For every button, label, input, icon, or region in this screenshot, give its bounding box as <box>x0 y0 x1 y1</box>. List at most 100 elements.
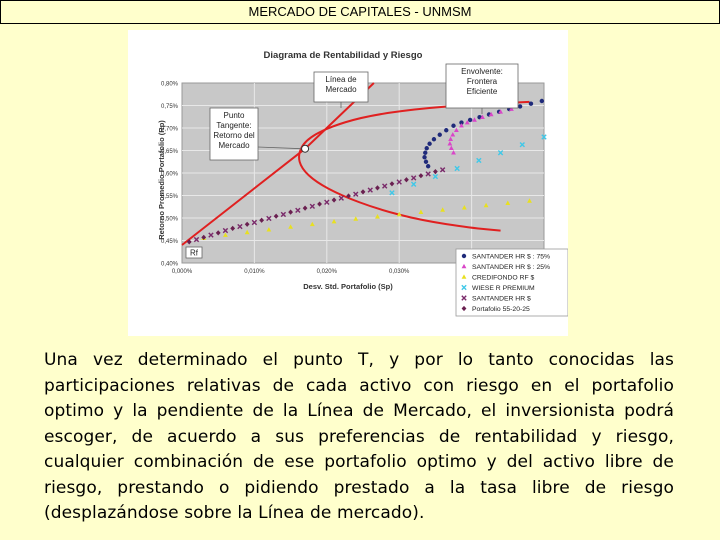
data-point-series-1 <box>453 127 459 133</box>
data-point-series-0 <box>425 164 431 169</box>
y-axis-label: Retorno Promedio Portafolio (Rp) <box>157 120 166 240</box>
data-point-series-1 <box>450 132 456 137</box>
data-point-series-3 <box>497 150 504 156</box>
annotation-punto-tangente-text: Mercado <box>218 141 250 150</box>
y-tick-label: 0,80% <box>161 82 179 88</box>
data-point-series-2 <box>505 200 511 205</box>
y-tick-label: 0,75% <box>161 104 179 110</box>
data-point-series-4 <box>324 199 330 205</box>
legend-marker <box>461 305 467 312</box>
data-point-series-5 <box>346 193 351 199</box>
data-point-series-0 <box>451 123 456 128</box>
data-point-series-5 <box>230 225 236 231</box>
data-point-series-5 <box>259 217 265 223</box>
data-point-series-4 <box>353 191 359 197</box>
data-point-series-4 <box>396 179 402 185</box>
legend-entry: CREDIFONDO RF $ <box>472 275 535 282</box>
data-point-series-3 <box>389 190 395 196</box>
data-point-series-1 <box>451 150 456 155</box>
tangent-point <box>301 144 310 153</box>
y-tick-label: 0,60% <box>161 172 179 178</box>
annotation-envolvente-text: Envolvente: <box>461 67 503 76</box>
data-point-series-5 <box>317 201 322 207</box>
data-point-series-1 <box>447 141 453 146</box>
data-point-series-3 <box>476 157 482 164</box>
annotation-rf: Rf <box>185 246 203 259</box>
data-point-series-4 <box>237 223 243 230</box>
data-point-series-1 <box>509 106 514 111</box>
data-point-series-1 <box>448 136 454 142</box>
data-point-series-5 <box>331 197 337 203</box>
data-point-series-3 <box>541 134 547 140</box>
data-point-series-4 <box>439 167 446 173</box>
data-point-series-0 <box>517 104 523 109</box>
data-point-series-5 <box>302 205 308 211</box>
data-point-series-2 <box>266 227 272 232</box>
rf-box <box>185 246 203 259</box>
data-point-series-2 <box>483 202 489 208</box>
data-point-series-0 <box>467 117 473 123</box>
data-point-series-5 <box>288 209 293 215</box>
data-point-series-0 <box>431 137 437 142</box>
data-point-series-3 <box>432 173 439 180</box>
data-point-series-4 <box>280 211 287 218</box>
data-point-series-5 <box>418 173 424 179</box>
y-tick-label: 0,70% <box>161 127 179 133</box>
data-point-series-4 <box>266 215 272 222</box>
data-point-series-1 <box>459 123 464 128</box>
x-tick-label: 0,030% <box>389 269 410 275</box>
data-point-series-0 <box>444 128 449 133</box>
body-paragraph: Una vez determinado el punto T, y por lo… <box>44 350 674 523</box>
data-point-series-0 <box>437 132 442 137</box>
data-point-series-2 <box>331 219 337 224</box>
data-point-series-5 <box>375 185 380 191</box>
legend-marker <box>461 253 467 259</box>
data-point-series-2 <box>223 232 228 237</box>
callout-line <box>257 146 302 150</box>
data-point-series-4 <box>222 227 229 234</box>
data-point-series-4 <box>338 195 344 201</box>
legend-marker <box>461 284 467 291</box>
x-axis-label: Desv. Std. Portafolio (Sp) <box>303 282 393 291</box>
data-point-series-0 <box>424 146 429 151</box>
legend-marker <box>461 295 467 301</box>
data-point-series-0 <box>427 141 432 146</box>
legend-entry: Portafolio 55-20-25 <box>472 306 530 313</box>
data-point-series-4 <box>410 175 417 181</box>
legend-entry: SANTANDER HR $ : 25% <box>472 264 550 271</box>
data-point-series-0 <box>539 98 545 104</box>
annotation-punto-tangente-text: Tangente: <box>216 121 251 130</box>
data-point-series-4 <box>208 232 214 238</box>
data-point-series-5 <box>215 230 221 236</box>
x-tick-label: 0,000% <box>172 269 193 275</box>
data-point-series-0 <box>528 101 534 106</box>
data-point-series-5 <box>433 169 438 175</box>
legend-marker <box>461 263 467 269</box>
data-point-series-3 <box>410 181 417 187</box>
data-point-series-4 <box>251 219 258 226</box>
data-point-series-2 <box>418 209 424 214</box>
annotation-punto-tangente-text: Punto <box>224 111 245 120</box>
data-point-series-2 <box>527 198 532 203</box>
annotation-linea-mercado-text: Línea de <box>325 75 357 84</box>
data-point-series-5 <box>244 221 250 227</box>
data-point-series-2 <box>461 205 467 210</box>
header-title: MERCADO DE CAPITALES - UNMSM <box>248 4 472 19</box>
legend-box <box>455 248 568 317</box>
data-point-series-5 <box>389 181 395 187</box>
y-tick-label: 0,45% <box>161 239 179 245</box>
rf-label: Rf <box>190 249 199 258</box>
data-point-series-0 <box>423 150 428 155</box>
legend-marker <box>461 274 467 279</box>
chart-frame: Diagrama de Rentabilidad y Riesgo 0,40% 0… <box>128 30 568 336</box>
data-point-series-1 <box>472 117 477 122</box>
annotation-envolvente-text: Eficiente <box>467 87 498 96</box>
legend-entry: SANTANDER HR $ <box>472 296 531 303</box>
data-point-series-2 <box>244 229 250 235</box>
annotation-linea-mercado-text: Mercado <box>325 85 357 94</box>
data-point-series-2 <box>288 224 293 229</box>
x-tick-label: 0,010% <box>244 269 265 275</box>
data-point-series-0 <box>422 155 427 160</box>
